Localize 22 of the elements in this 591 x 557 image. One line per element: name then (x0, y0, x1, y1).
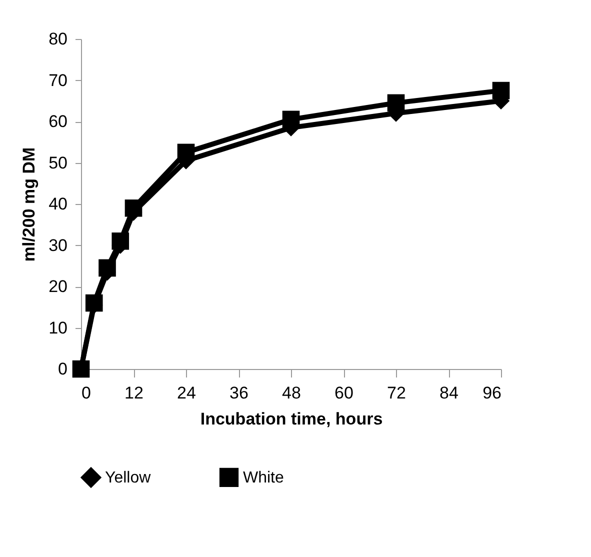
x-tick-label: 24 (177, 384, 196, 402)
legend-label: White (243, 469, 284, 486)
y-tick-label: 50 (48, 153, 68, 172)
y-tick-label: 10 (48, 318, 68, 338)
y-tick-label: 60 (48, 112, 68, 131)
x-tick-label: 0 (82, 384, 91, 402)
x-axis-title: Incubation time, hours (200, 410, 383, 428)
y-tick-label: 70 (48, 70, 68, 90)
y-tick-label: 20 (48, 277, 68, 296)
x-tick-label: 72 (387, 384, 406, 402)
legend-label: Yellow (105, 469, 152, 486)
y-tick-label: 40 (48, 194, 68, 214)
y-tick-label: 80 (48, 30, 68, 48)
y-axis-title: ml/200 mg DM (20, 147, 39, 262)
x-tick-label: 60 (334, 384, 354, 402)
y-tick-label: 30 (48, 236, 68, 255)
x-tick-label: 12 (124, 384, 144, 402)
x-tick-label: 36 (230, 384, 248, 402)
x-tick-label: 84 (440, 384, 458, 402)
x-tick-label: 96 (482, 384, 502, 402)
y-tick-label: 0 (58, 360, 68, 378)
x-tick-label: 48 (282, 384, 301, 402)
